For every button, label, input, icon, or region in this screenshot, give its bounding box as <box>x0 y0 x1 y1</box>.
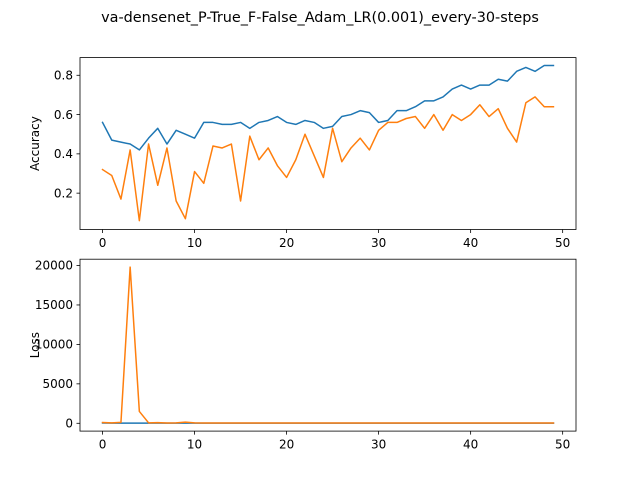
loss-ytick-label: 20000 <box>35 259 73 273</box>
accuracy-xtick-label: 20 <box>279 236 294 250</box>
accuracy-ytick-label: 0.6 <box>54 108 73 122</box>
accuracy-xtick-label: 40 <box>463 236 478 250</box>
accuracy-ytick-label: 0.8 <box>54 68 73 82</box>
loss-xtick-label: 0 <box>99 438 107 452</box>
accuracy-ytick-label: 0.2 <box>54 186 73 200</box>
accuracy-xtick-label: 50 <box>555 236 570 250</box>
accuracy-series-1-line <box>101 64 555 151</box>
figure-title: va-densenet_P-True_F-False_Adam_LR(0.001… <box>101 10 539 26</box>
accuracy-ytick-label: 0.4 <box>54 147 73 161</box>
accuracy-subplot: 0 10 20 30 40 50 0.2 0.4 0.6 0.8 Accuracy <box>28 57 577 250</box>
accuracy-series-2-line <box>101 96 555 222</box>
loss-axes-frame <box>79 258 577 432</box>
accuracy-xtick-label: 30 <box>371 236 386 250</box>
accuracy-xtick-label: 10 <box>187 236 202 250</box>
accuracy-ylabel: Accuracy <box>28 116 42 171</box>
loss-ytick-label: 0 <box>65 416 73 430</box>
loss-xtick-label: 20 <box>279 438 294 452</box>
loss-series-2-line <box>101 266 555 424</box>
loss-subplot: 0 10 20 30 40 50 0 5000 10000 15000 20000 Loss <box>28 258 577 452</box>
loss-ytick-label: 15000 <box>35 298 73 312</box>
loss-xtick-label: 30 <box>371 438 386 452</box>
accuracy-xtick-label: 0 <box>99 236 107 250</box>
accuracy-axes-frame <box>79 57 577 230</box>
loss-ytick-label: 10000 <box>35 338 73 352</box>
loss-ylabel: Loss <box>28 332 42 358</box>
loss-ytick-label: 5000 <box>42 377 73 391</box>
loss-xtick-label: 40 <box>463 438 478 452</box>
loss-xtick-label: 10 <box>187 438 202 452</box>
loss-xtick-label: 50 <box>555 438 570 452</box>
